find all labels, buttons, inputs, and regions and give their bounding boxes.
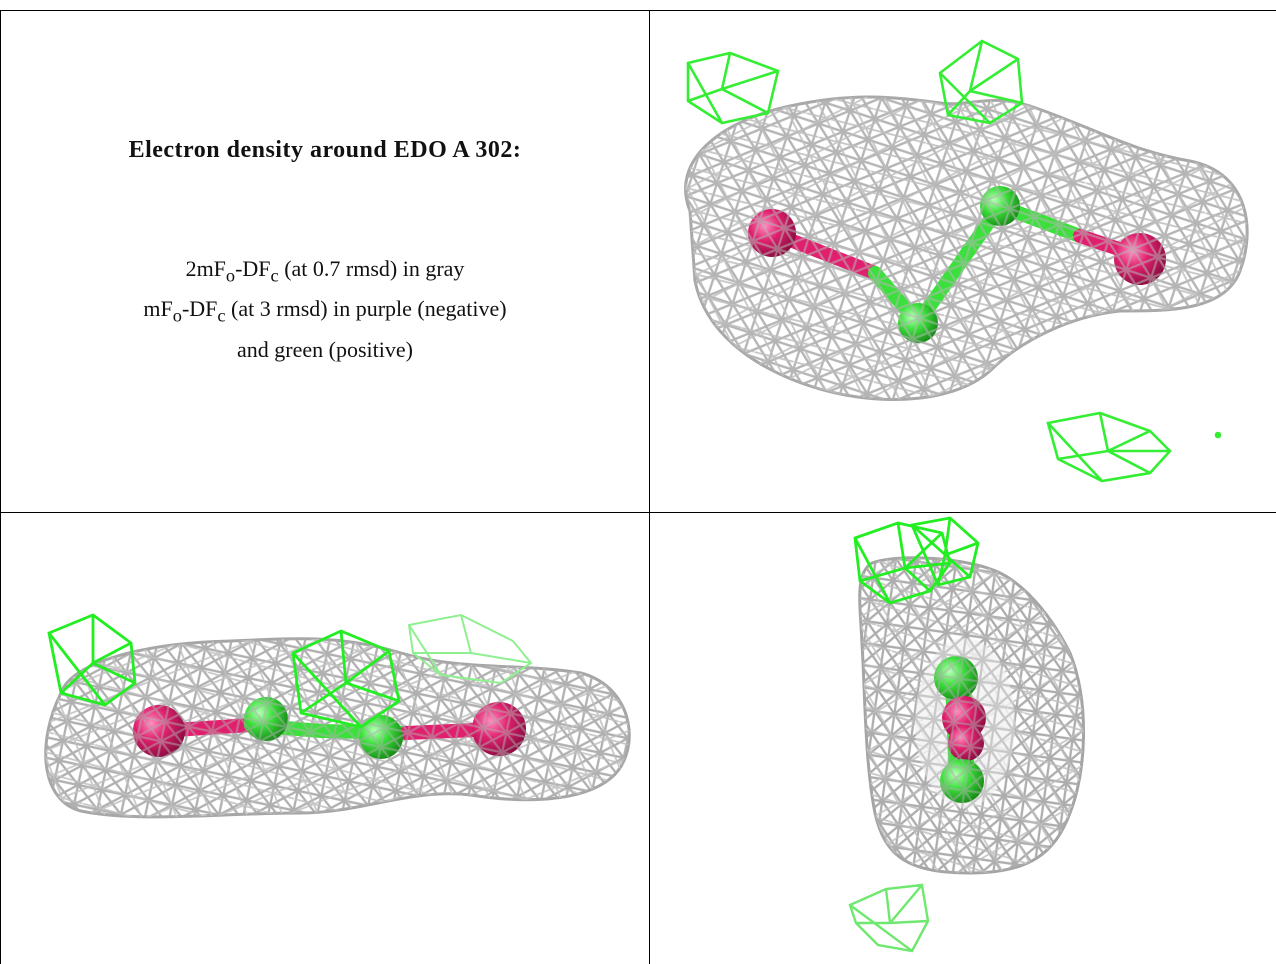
density-fofc-positive — [686, 39, 1222, 483]
legend-line-fofc: mFo-DFc (at 3 rmsd) in purple (negative) — [143, 296, 507, 326]
legend-description: 2mFo-DFc (at 0.7 rmsd) in gray mFo-DFc (… — [4, 252, 646, 366]
density-fofc-positive — [853, 516, 980, 605]
density-view-bottom-left — [1, 513, 649, 964]
grid-border-left — [0, 10, 1, 964]
density-fofc-positive — [407, 613, 533, 685]
legend-line-2fofc: 2mFo-DFc (at 0.7 rmsd) in gray — [185, 256, 465, 286]
density-view-bottom-right — [650, 513, 1276, 964]
caption-panel: Electron density around EDO A 302: 2mFo-… — [4, 12, 646, 510]
grid-divider-vertical — [649, 10, 650, 964]
density-fofc-positive — [848, 883, 930, 953]
density-view-top-right — [650, 11, 1276, 512]
figure-title: Electron density around EDO A 302: — [128, 137, 522, 163]
grid-border-top — [0, 10, 1276, 11]
density-fofc-positive — [47, 613, 401, 729]
grid-divider-horizontal — [0, 512, 1276, 513]
legend-line-positive: and green (positive) — [237, 336, 413, 362]
